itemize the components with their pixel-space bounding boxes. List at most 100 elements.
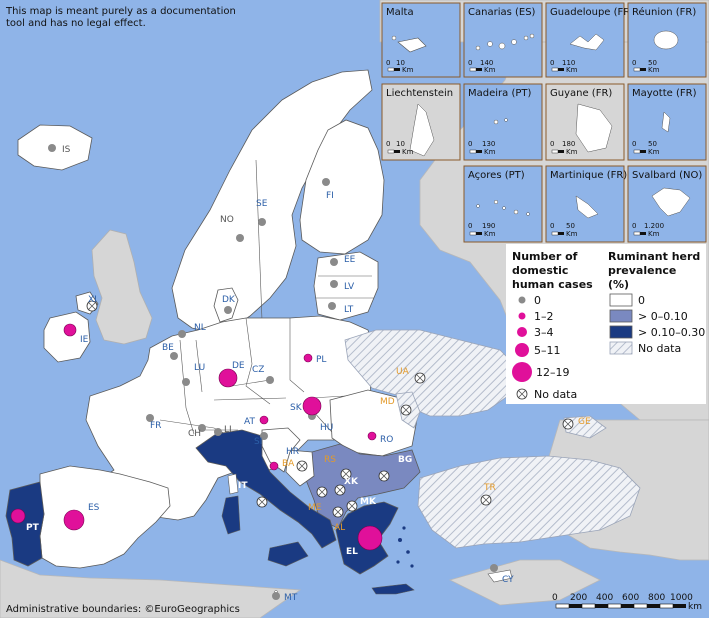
label-lv: LV xyxy=(344,282,355,292)
label-dk: DK xyxy=(222,295,236,305)
label-pt: PT xyxy=(26,523,40,533)
marker-nl xyxy=(178,330,186,338)
legend-prev-title-3: (%) xyxy=(608,278,629,291)
country-croatia xyxy=(261,427,301,473)
svg-text:10: 10 xyxy=(396,140,405,148)
country-georgia xyxy=(563,415,607,439)
credit-text: Administrative boundaries: ©EuroGeograph… xyxy=(6,604,240,615)
marker-ie xyxy=(63,323,77,337)
country-labels: IS NO SE FI EE LV LT DK XI IE NL BE LU D… xyxy=(26,145,591,603)
svg-text:0: 0 xyxy=(632,140,636,148)
marker-sk xyxy=(302,396,322,416)
svg-text:0: 0 xyxy=(468,140,472,148)
marker-lv xyxy=(330,280,338,288)
disclaimer-line-1: This map is meant purely as a documentat… xyxy=(5,6,236,17)
svg-text:800: 800 xyxy=(648,593,665,603)
svg-text:Km: Km xyxy=(648,66,660,74)
svg-text:Km: Km xyxy=(566,230,578,238)
marker-es xyxy=(63,509,85,531)
nodata-ge xyxy=(562,418,574,430)
label-de: DE xyxy=(232,361,245,371)
svg-text:Km: Km xyxy=(484,230,496,238)
inset-grid: Malta 0 10 Km Canarias (ES) 0 140 Km Gua… xyxy=(381,2,707,243)
legend-prev-2: > 0.10–0.30 xyxy=(638,326,705,339)
nodata-al xyxy=(332,506,344,518)
svg-text:Malta: Malta xyxy=(386,7,414,18)
inset-svalbard: Svalbard (NO) 0 1.200 Km xyxy=(627,165,707,243)
inset-malta: Malta 0 10 Km xyxy=(381,2,461,78)
svg-text:0: 0 xyxy=(550,59,554,67)
svg-text:50: 50 xyxy=(648,140,657,148)
country-cyprus xyxy=(487,569,513,583)
legend-prev-0: 0 xyxy=(638,294,645,307)
nodata-rs xyxy=(340,468,352,480)
svg-text:50: 50 xyxy=(648,59,657,67)
legend: Number of domestic human cases 0 1–2 3–4… xyxy=(506,244,706,404)
marker-mt xyxy=(272,592,280,600)
legend-prev-title-1: Ruminant herd xyxy=(608,250,700,263)
nodata-md xyxy=(400,404,412,416)
svg-text:Km: Km xyxy=(484,148,496,156)
marker-lu xyxy=(182,378,190,386)
label-pl: PL xyxy=(316,355,326,365)
legend-cases-title-1: Number of xyxy=(512,250,578,263)
nodata-ba xyxy=(296,460,308,472)
svg-text:0: 0 xyxy=(468,222,472,230)
nodata-it xyxy=(256,496,268,508)
label-me: ME xyxy=(308,503,322,513)
label-fr: FR xyxy=(150,421,161,431)
country-balkans-light xyxy=(305,443,421,529)
label-rs: RS xyxy=(324,455,336,465)
legend-cases-4: 12–19 xyxy=(536,366,570,379)
svg-text:400: 400 xyxy=(596,593,613,603)
svg-text:0: 0 xyxy=(552,593,558,603)
scale-bar: 0 200 400 600 800 1000 km xyxy=(552,593,702,612)
nodata-mk xyxy=(346,500,358,512)
country-romania xyxy=(329,389,419,457)
svg-text:Martinique (FR): Martinique (FR) xyxy=(550,170,627,181)
label-ba: BA xyxy=(282,459,295,469)
legend-cases-1: 1–2 xyxy=(534,310,554,323)
label-xk: XK xyxy=(344,477,359,487)
marker-no xyxy=(236,234,244,242)
island-sardinia xyxy=(221,495,241,535)
svg-text:110: 110 xyxy=(562,59,575,67)
marker-ro xyxy=(367,431,377,441)
label-lt: LT xyxy=(344,305,354,315)
label-ro: RO xyxy=(380,435,393,445)
inset-guyane: Guyane (FR) 0 180 Km xyxy=(545,83,625,161)
svg-text:50: 50 xyxy=(566,222,575,230)
label-mk: MK xyxy=(360,497,377,507)
marker-cz xyxy=(266,376,274,384)
svg-text:1000: 1000 xyxy=(670,593,693,603)
inset-guadeloupe: Guadeloupe (FR) 0 110 Km xyxy=(545,2,634,78)
island-crete xyxy=(371,583,415,595)
marker-fi xyxy=(322,178,330,186)
label-ge: GE xyxy=(578,417,591,427)
inset-martinique: Martinique (FR) 0 50 Km xyxy=(545,165,627,243)
legend-cases-nodata: No data xyxy=(534,388,577,401)
svg-text:140: 140 xyxy=(480,59,493,67)
svg-text:600: 600 xyxy=(622,593,639,603)
label-no: NO xyxy=(220,215,234,225)
island-sicily xyxy=(267,541,309,567)
svg-text:Km: Km xyxy=(402,148,414,156)
nodata-ua xyxy=(414,372,426,384)
svg-text:km: km xyxy=(688,602,702,612)
svg-text:200: 200 xyxy=(570,593,587,603)
svg-text:Km: Km xyxy=(484,66,496,74)
label-ua: UA xyxy=(396,367,410,377)
svg-text:1.200: 1.200 xyxy=(644,222,664,230)
aegean-islands xyxy=(396,526,414,568)
nodata-bg xyxy=(378,470,390,482)
country-ireland xyxy=(43,311,91,363)
country-uk xyxy=(91,229,153,345)
label-el: EL xyxy=(346,547,358,557)
no-data-markers xyxy=(86,300,574,518)
svg-text:Liechtenstein: Liechtenstein xyxy=(386,88,453,99)
nodata-xi xyxy=(86,300,98,312)
svg-text:Km: Km xyxy=(402,66,414,74)
label-lu: LU xyxy=(194,363,205,373)
